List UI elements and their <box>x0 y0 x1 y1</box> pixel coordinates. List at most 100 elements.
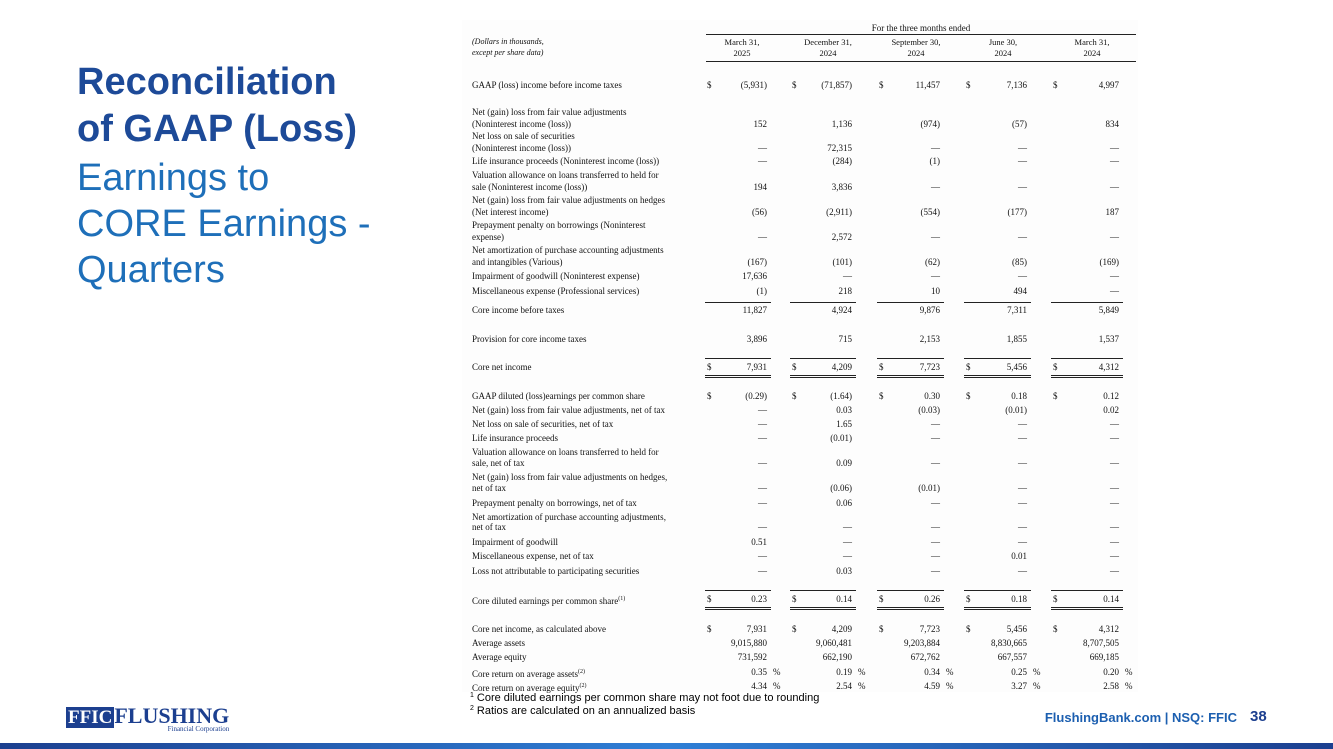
cell: 9,876 <box>919 305 940 315</box>
unit: % <box>1033 681 1041 691</box>
subtotal-rule <box>790 302 856 303</box>
cell: — <box>758 498 767 508</box>
cell: (62) <box>925 257 940 267</box>
cell: — <box>758 483 767 493</box>
footnote-ref: (2) <box>579 683 587 689</box>
double-rule <box>705 607 771 608</box>
row-label-text: sale, net of tax <box>472 458 525 468</box>
row-label-text: Valuation allowance on loans transferred… <box>472 170 659 180</box>
footnote: 1 Core diluted earnings per common share … <box>470 692 819 704</box>
currency: $ <box>707 362 712 372</box>
cell: 0.18 <box>1011 391 1027 401</box>
row-label-text: Impairment of goodwill <box>472 537 558 547</box>
cell: (0.01) <box>830 433 852 443</box>
cell: 7,723 <box>919 362 940 372</box>
row-label-text: Valuation allowance on loans transferred… <box>472 447 659 457</box>
cell: (974) <box>920 119 941 129</box>
footnote-text: Ratios are calculated on an annualized b… <box>476 705 696 717</box>
row-label-text: Prepayment penalty on borrowings, net of… <box>472 498 637 508</box>
row-label: Net (gain) loss from fair value adjustme… <box>472 404 665 416</box>
cell: — <box>931 433 940 443</box>
cell: 1,855 <box>1006 334 1027 344</box>
row-label: Core return on average assets(2) <box>472 666 585 680</box>
cell: 72,315 <box>827 143 852 153</box>
total-rule <box>877 590 944 591</box>
cell: 0.20 <box>1103 667 1119 677</box>
row-label-text: Net (gain) loss from fair value adjustme… <box>472 405 665 415</box>
row-label: sale, net of tax <box>472 457 524 469</box>
currency: $ <box>966 391 971 401</box>
row-label: Net (gain) loss from fair value adjustme… <box>472 106 626 118</box>
cell: 0.14 <box>1103 594 1119 604</box>
currency: $ <box>707 594 712 604</box>
footnote-text: Core diluted earnings per common share m… <box>476 692 820 704</box>
row-label-text: Impairment of goodwill (Noninterest expe… <box>472 271 640 281</box>
row-label-text: Core net income <box>472 362 532 372</box>
currency: $ <box>1053 80 1058 90</box>
cell: 5,456 <box>1006 624 1027 634</box>
row-label: Core net income, as calculated above <box>472 623 606 635</box>
cell: 7,931 <box>746 362 767 372</box>
cell: (169) <box>1099 257 1120 267</box>
cell: — <box>1018 483 1027 493</box>
cell: — <box>1018 433 1027 443</box>
cell: 667,557 <box>997 652 1027 662</box>
cell: — <box>1110 419 1119 429</box>
cell: (85) <box>1012 257 1027 267</box>
cell: 0.26 <box>924 594 940 604</box>
double-rule <box>790 375 856 376</box>
double-rule <box>790 377 856 378</box>
total-rule <box>964 590 1031 591</box>
total-rule <box>877 358 944 359</box>
cell: 494 <box>1013 286 1028 296</box>
total-rule <box>705 358 771 359</box>
footer-site: FlushingBank.com | NSQ: FFIC <box>1044 710 1237 725</box>
row-label-text: Net loss on sale of securities, net of t… <box>472 419 614 429</box>
row-label: Valuation allowance on loans transferred… <box>472 446 659 458</box>
column-month: September 30, <box>891 37 941 47</box>
cell: (0.01) <box>918 483 940 493</box>
cell: 3.27 <box>1011 681 1027 691</box>
row-label: Life insurance proceeds <box>472 432 558 444</box>
cell: (1.64) <box>830 391 852 401</box>
cell: 0.06 <box>836 498 852 508</box>
currency: $ <box>1053 624 1058 634</box>
row-label-text: Average assets <box>472 638 526 648</box>
footnote-mark: 2 <box>470 705 474 712</box>
unit: % <box>946 681 954 691</box>
unit: % <box>1125 667 1133 677</box>
cell: — <box>1110 143 1119 153</box>
double-rule <box>877 609 944 610</box>
total-rule <box>705 590 771 591</box>
cell: 5,849 <box>1098 305 1119 315</box>
cell: 1,136 <box>831 119 852 129</box>
subtitle-line: CORE Earnings - <box>77 203 371 245</box>
cell: 4,209 <box>831 624 852 634</box>
cell: — <box>1018 156 1027 166</box>
cell: — <box>1110 271 1119 281</box>
cell: — <box>1110 537 1119 547</box>
cell: — <box>931 551 940 561</box>
row-label-text: Net (gain) loss from fair value adjustme… <box>472 107 627 117</box>
cell: 152 <box>753 119 768 129</box>
cell: (1) <box>756 286 768 296</box>
cell: 8,707,505 <box>1083 638 1119 648</box>
currency: $ <box>879 624 884 634</box>
cell: — <box>843 551 852 561</box>
cell: 4,312 <box>1098 362 1119 372</box>
cell: 0.18 <box>1011 594 1027 604</box>
unit-note: except per share data) <box>472 48 544 57</box>
unit: % <box>1125 681 1133 691</box>
cell: — <box>843 522 852 532</box>
cell: (0.06) <box>830 483 852 493</box>
row-label: Core net income <box>472 361 531 373</box>
row-label-text: Net loss on sale of securities <box>472 131 575 141</box>
cell: 2,572 <box>831 232 852 242</box>
double-rule <box>964 607 1031 608</box>
cell: 7,311 <box>1007 305 1027 315</box>
currency: $ <box>792 391 797 401</box>
row-label-text: (Net interest income) <box>472 207 549 217</box>
row-label-text: Average equity <box>472 652 527 662</box>
currency: $ <box>966 594 971 604</box>
total-rule <box>964 358 1031 359</box>
